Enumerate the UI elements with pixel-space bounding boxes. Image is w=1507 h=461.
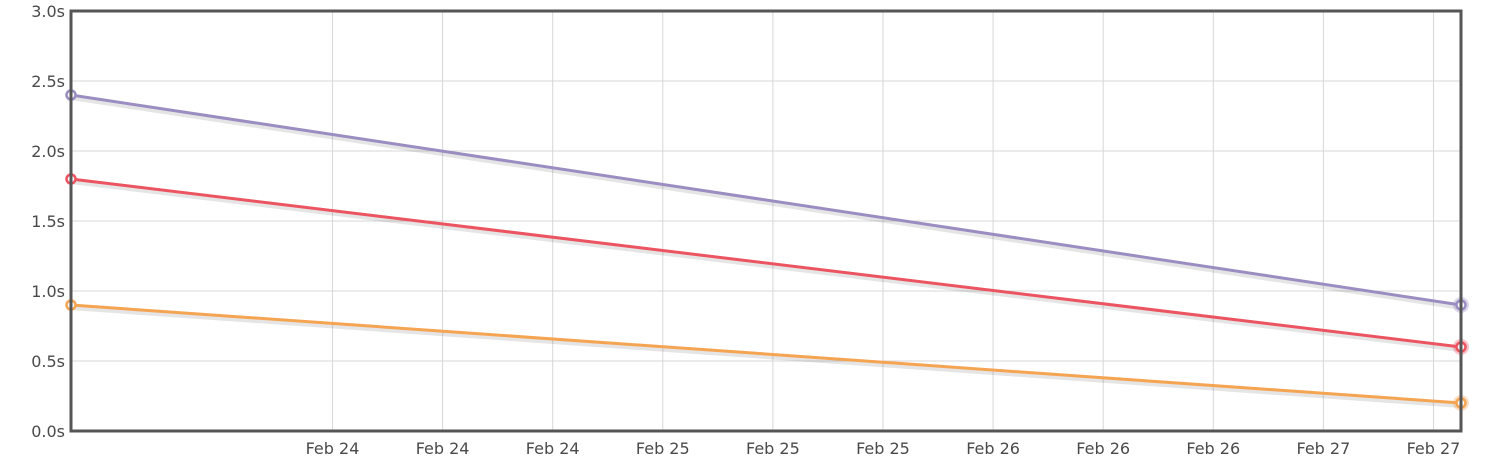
x-tick-label: Feb 25 [636,439,690,458]
y-axis: 0.0s 0.5s 1.0s 1.5s 2.0s 2.5s 3.0s [31,2,65,441]
y-tick-label: 0.5s [31,352,65,371]
x-tick-label: Feb 24 [526,439,580,458]
x-tick-label: Feb 24 [306,439,360,458]
plot-frame [69,9,1463,433]
x-tick-label: Feb 25 [856,439,910,458]
series-line [69,93,1463,307]
y-tick-label: 1.5s [31,212,65,231]
x-tick-label: Feb 27 [1296,439,1350,458]
y-tick-label: 3.0s [31,2,65,21]
x-tick-label: Feb 24 [416,439,470,458]
x-tick-label: Feb 26 [1186,439,1240,458]
series-line-shadow [70,178,1462,352]
series-line [69,303,1463,405]
y-tick-label: 1.0s [31,282,65,301]
y-tick-label: 0.0s [31,422,65,441]
series-line-shadow [70,94,1462,310]
y-tick-label: 2.0s [31,142,65,161]
y-gridlines [71,80,1461,362]
x-tick-label: Feb 26 [1076,439,1130,458]
x-axis: Feb 24 Feb 24 Feb 24 Feb 25 Feb 25 Feb 25 Feb … [306,439,1461,458]
series-layer [65,89,1469,411]
series-line [69,177,1463,349]
series-line-shadow [70,304,1462,408]
x-tick-label: Feb 26 [966,439,1020,458]
x-tick-label: Feb 25 [746,439,800,458]
x-tick-label: Feb 27 [1407,439,1461,458]
y-tick-label: 2.5s [31,72,65,91]
